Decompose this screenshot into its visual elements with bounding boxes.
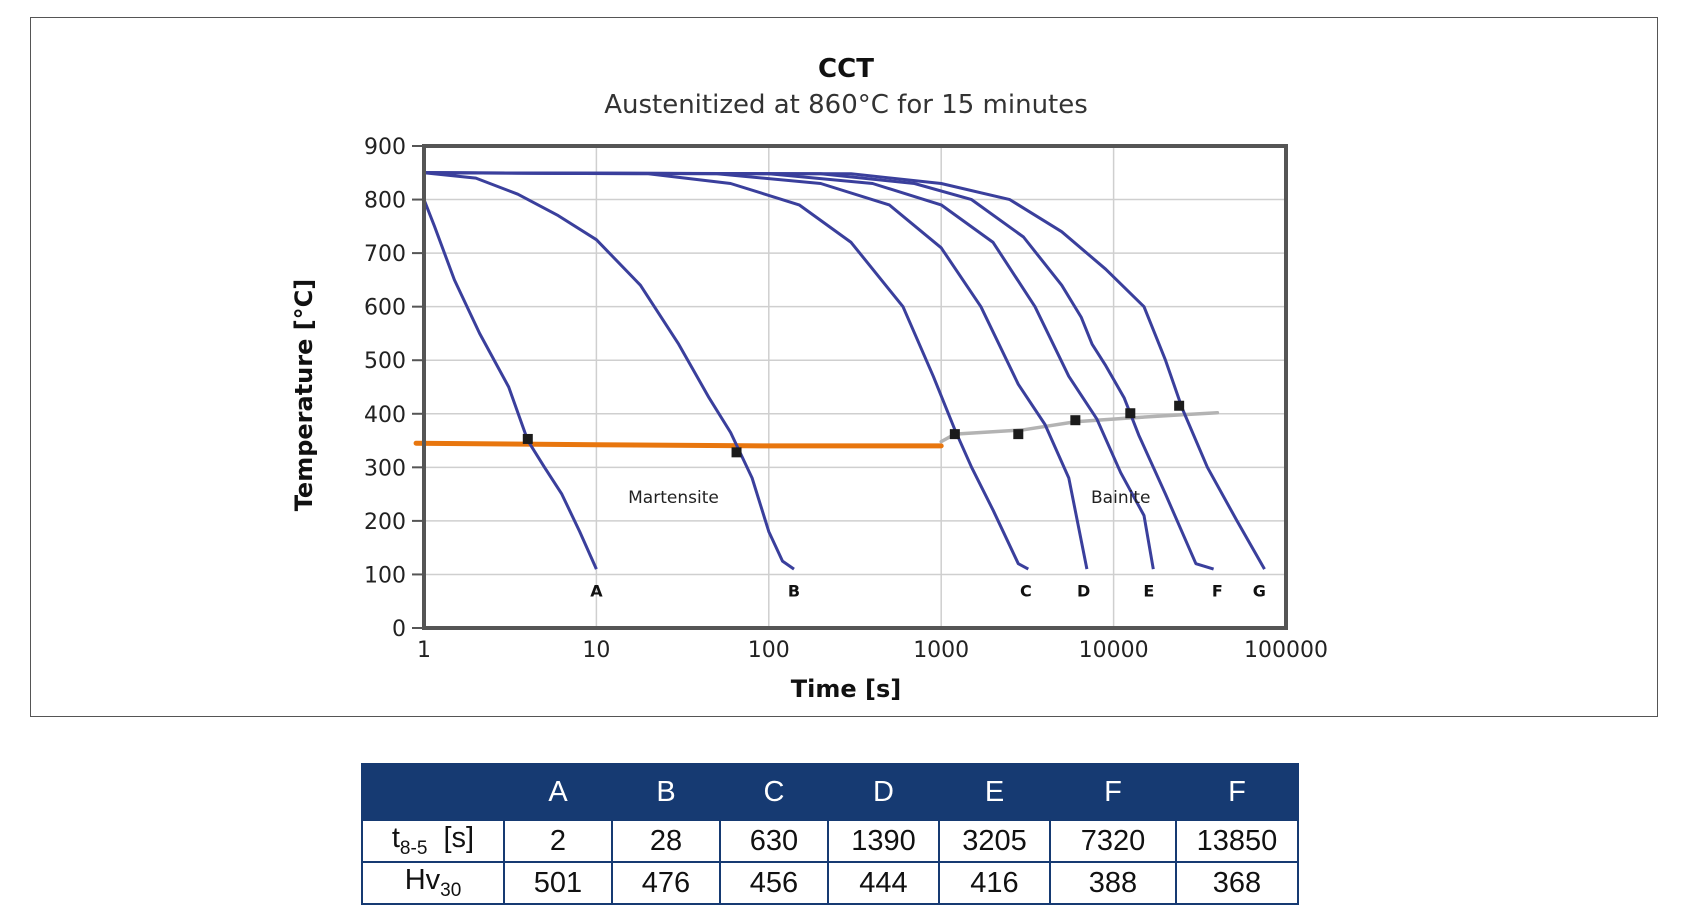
table-cell: 13850 [1175, 819, 1299, 863]
transformation-marker [1125, 408, 1136, 419]
y-tick-label: 800 [364, 189, 406, 214]
transformation-marker [1013, 429, 1024, 440]
region-label: Martensite [628, 488, 719, 508]
y-axis-label: Temperature [°C] [290, 279, 318, 512]
plot-area-border [422, 144, 1288, 630]
table-cell: 1390 [827, 819, 940, 863]
cooling-curve-b [423, 171, 795, 571]
curve-label: D [1077, 582, 1090, 601]
curve-label: F [1212, 582, 1223, 601]
transformation-marker [522, 433, 533, 444]
y-tick-label: 500 [364, 349, 406, 374]
table-cell: 368 [1175, 861, 1299, 905]
table-header-cell [361, 763, 505, 821]
row-label: Hv30 [361, 861, 505, 905]
cooling-curve-a [422, 199, 598, 570]
row-label: t8-5 [s] [361, 819, 505, 863]
x-tick-label: 10 [582, 638, 610, 663]
y-tick-label: 900 [364, 135, 406, 160]
table-header-cell: C [719, 763, 829, 821]
x-tick-label: 1 [417, 638, 431, 663]
curve-label: B [788, 582, 800, 601]
cooling-curve-g [423, 171, 1266, 570]
table-cell: 476 [611, 861, 721, 905]
table-cell: 3205 [938, 819, 1051, 863]
y-tick-label: 100 [364, 563, 406, 588]
curve-label: E [1143, 582, 1154, 601]
table-cell: 630 [719, 819, 829, 863]
y-tick-label: 200 [364, 510, 406, 535]
chart-subtitle: Austenitized at 860°C for 15 minutes [604, 90, 1088, 120]
y-tick-label: 700 [364, 242, 406, 267]
table-header-cell: F [1175, 763, 1299, 821]
table-header-cell: E [938, 763, 1051, 821]
table-header-cell: D [827, 763, 940, 821]
cct-chart: CCT Austenitized at 860°C for 15 minutes… [290, 54, 1328, 703]
table-header-cell: A [503, 763, 613, 821]
transformation-marker [731, 447, 742, 458]
curve-label: G [1253, 582, 1266, 601]
transformation-marker [1070, 415, 1081, 426]
table-cell: 388 [1049, 861, 1177, 905]
x-axis-label: Time [s] [791, 675, 901, 703]
table-header-cell: B [611, 763, 721, 821]
curve-label: C [1020, 582, 1032, 601]
cooling-curve-c [423, 171, 1030, 571]
chart-title: CCT [818, 54, 874, 84]
table-cell: 444 [827, 861, 940, 905]
table-header-cell: F [1049, 763, 1177, 821]
transformation-marker [1174, 400, 1185, 411]
cooling-curve-f [423, 171, 1215, 571]
region-label: Bainite [1091, 488, 1150, 508]
table-cell: 456 [719, 861, 829, 905]
y-tick-label: 600 [364, 296, 406, 321]
cooling-curve-e [423, 171, 1155, 570]
cooling-curve-d [423, 171, 1089, 570]
table-row: Hv30 501 476 456 444 416 388 368 [361, 861, 1299, 905]
table-cell: 7320 [1049, 819, 1177, 863]
chart-frame [30, 17, 1658, 717]
x-tick-label: 10000 [1079, 638, 1149, 663]
table-row: t8-5 [s] 2 28 630 1390 3205 7320 13850 [361, 819, 1299, 863]
y-tick-label: 0 [392, 617, 406, 642]
table-cell: 501 [503, 861, 613, 905]
y-tick-label: 300 [364, 456, 406, 481]
table-cell: 28 [611, 819, 721, 863]
x-tick-label: 100000 [1244, 638, 1328, 663]
x-tick-label: 1000 [913, 638, 969, 663]
table-cell: 2 [503, 819, 613, 863]
boundary-line [413, 440, 944, 449]
y-tick-label: 400 [364, 403, 406, 428]
transformation-marker [949, 429, 960, 440]
table-cell: 416 [938, 861, 1051, 905]
curve-label: A [590, 582, 603, 601]
x-tick-label: 100 [748, 638, 790, 663]
